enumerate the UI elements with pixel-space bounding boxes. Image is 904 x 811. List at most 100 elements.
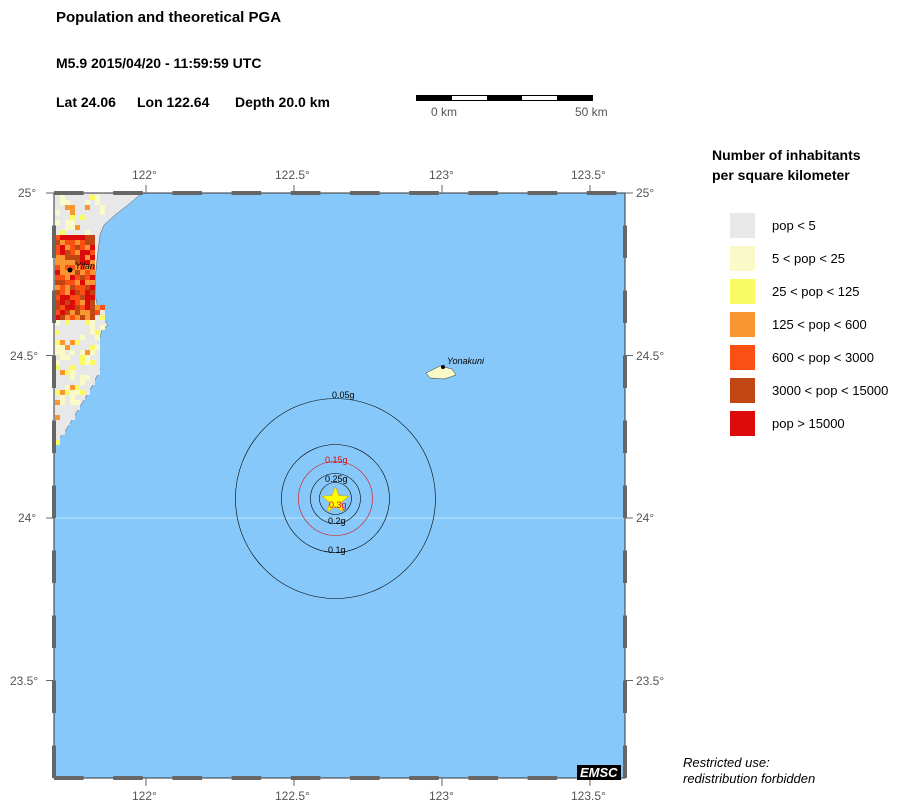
emsc-logo: EMSC (577, 765, 621, 780)
population-cell (70, 260, 75, 265)
population-cell (85, 360, 90, 365)
population-cell (60, 370, 65, 375)
population-cell (55, 215, 60, 220)
legend-label: 125 < pop < 600 (772, 317, 867, 332)
population-cell (90, 245, 95, 250)
population-cell (70, 315, 75, 320)
lat-tick-right: 24° (636, 511, 655, 525)
legend-label: 600 < pop < 3000 (772, 350, 874, 365)
population-cell (90, 210, 95, 215)
population-cell (55, 255, 60, 260)
population-cell (65, 345, 70, 350)
population-cell (60, 425, 65, 430)
population-cell (95, 355, 100, 360)
yonakuni-island (425, 365, 457, 380)
population-cell (85, 305, 90, 310)
population-cell (85, 375, 90, 380)
population-cell (85, 265, 90, 270)
population-cell (100, 310, 105, 315)
population-cell (55, 195, 60, 200)
population-cell (85, 355, 90, 360)
population-cell (85, 390, 90, 395)
population-cell (80, 255, 85, 260)
population-cell (55, 250, 60, 255)
legend-label: pop > 15000 (772, 416, 845, 431)
population-cell (90, 220, 95, 225)
population-cell (60, 330, 65, 335)
population-cell (90, 335, 95, 340)
population-cell (55, 230, 60, 235)
population-cell (60, 400, 65, 405)
population-cell (60, 420, 65, 425)
population-cell (65, 315, 70, 320)
population-cell (55, 405, 60, 410)
population-cell (60, 355, 65, 360)
population-cell (90, 330, 95, 335)
population-cell (65, 305, 70, 310)
population-cell (70, 220, 75, 225)
population-cell (80, 275, 85, 280)
contour-label: 0.15g (325, 455, 348, 465)
population-cell (80, 280, 85, 285)
population-cell (70, 250, 75, 255)
population-cell (60, 205, 65, 210)
population-cell (75, 220, 80, 225)
population-cell (55, 285, 60, 290)
population-cell (75, 390, 80, 395)
population-cell (65, 405, 70, 410)
population-cell (70, 230, 75, 235)
population-cell (65, 380, 70, 385)
population-cell (80, 265, 85, 270)
legend-swatch (730, 246, 755, 271)
population-cell (75, 300, 80, 305)
population-cell (70, 265, 75, 270)
population-cell (55, 245, 60, 250)
event-lon: Lon 122.64 (137, 94, 210, 110)
population-cell (75, 250, 80, 255)
population-cell (65, 265, 70, 270)
population-cell (55, 220, 60, 225)
population-cell (70, 340, 75, 345)
population-cell (75, 395, 80, 400)
population-cell (75, 285, 80, 290)
population-cell (75, 295, 80, 300)
population-cell (95, 195, 100, 200)
population-cell (60, 285, 65, 290)
population-cell (60, 290, 65, 295)
population-cell (75, 205, 80, 210)
lon-tick-bottom: 122.5° (275, 789, 310, 803)
population-cell (80, 375, 85, 380)
population-cell (75, 315, 80, 320)
legend-swatch (730, 345, 755, 370)
population-cell (60, 225, 65, 230)
population-cell (75, 365, 80, 370)
pga-contour (310, 473, 361, 524)
population-cell (70, 355, 75, 360)
population-cell (60, 305, 65, 310)
population-cell (65, 290, 70, 295)
population-cell (60, 295, 65, 300)
population-cell (80, 355, 85, 360)
population-cell (90, 380, 95, 385)
population-cell (85, 295, 90, 300)
population-cell (60, 350, 65, 355)
population-cell (85, 340, 90, 345)
population-cell (65, 375, 70, 380)
population-cell (90, 255, 95, 260)
population-cell (75, 375, 80, 380)
population-cell (80, 325, 85, 330)
population-cell (65, 355, 70, 360)
legend-label: pop < 5 (772, 218, 816, 233)
population-cell (60, 375, 65, 380)
population-cell (85, 385, 90, 390)
lat-tick-right: 25° (636, 186, 655, 200)
population-cell (80, 360, 85, 365)
population-cell (80, 200, 85, 205)
population-cell (70, 295, 75, 300)
population-cell (70, 255, 75, 260)
population-cell (85, 350, 90, 355)
population-cell (80, 230, 85, 235)
population-cell (65, 415, 70, 420)
population-cell (90, 295, 95, 300)
population-cell (60, 275, 65, 280)
